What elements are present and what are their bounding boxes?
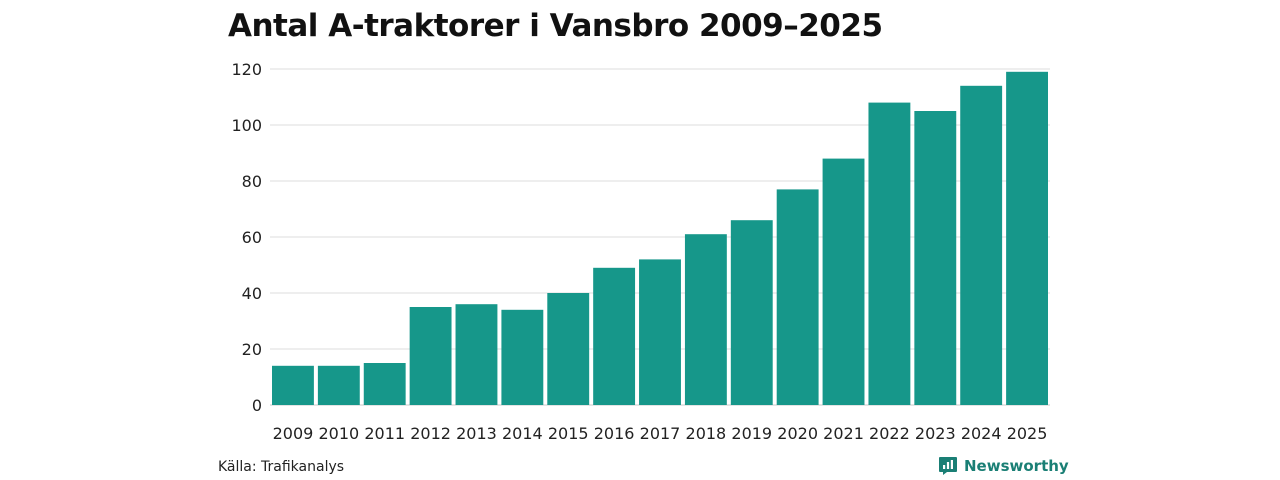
x-tick-label: 2010 [318,424,359,443]
x-tick-label: 2023 [915,424,956,443]
bar [317,365,360,405]
y-tick-label: 100 [231,116,262,135]
y-tick-label: 20 [242,340,262,359]
y-tick-label: 80 [242,172,262,191]
bar [1006,71,1048,406]
newsworthy-logo-icon [939,457,957,475]
x-tick-label: 2017 [640,424,681,443]
x-tick-label: 2024 [961,424,1002,443]
bar [363,363,406,405]
bar [822,158,865,405]
x-axis-ticks: 2009 2010 2011 2012 2013 2014 2015 2016 2017 2018… [273,424,1048,443]
bar [730,220,773,405]
x-tick-label: 2019 [731,424,772,443]
x-tick-label: 2015 [548,424,589,443]
x-tick-label: 2025 [1007,424,1048,443]
x-tick-label: 2013 [456,424,497,443]
bar [501,309,544,405]
bar [547,293,590,405]
bars [272,71,1048,406]
y-tick-label: 120 [231,60,262,79]
x-tick-label: 2018 [686,424,727,443]
bar [776,189,819,405]
y-tick-label: 60 [242,228,262,247]
x-tick-label: 2022 [869,424,910,443]
source-note: Källa: Trafikanalys [218,459,345,475]
y-axis-ticks: 0 20 40 60 80 100 120 [231,60,262,415]
bar [639,259,681,405]
x-tick-label: 2021 [823,424,864,443]
brand-name: Newsworthy [964,457,1069,475]
y-tick-label: 40 [242,284,262,303]
bar [684,234,727,405]
x-tick-label: 2012 [410,424,451,443]
bar [409,307,452,405]
bar [272,365,314,405]
bar [868,102,911,405]
x-tick-label: 2011 [364,424,405,443]
x-tick-label: 2016 [594,424,635,443]
bar [914,111,957,405]
bar [593,267,636,405]
chart-title: Antal A-traktorer i Vansbro 2009–2025 [228,8,883,44]
bar [960,85,1003,406]
x-tick-label: 2014 [502,424,543,443]
x-tick-label: 2020 [777,424,818,443]
y-tick-label: 0 [252,396,262,415]
brand[interactable]: Newsworthy [938,456,1069,476]
bar [455,304,498,405]
x-tick-label: 2009 [273,424,314,443]
